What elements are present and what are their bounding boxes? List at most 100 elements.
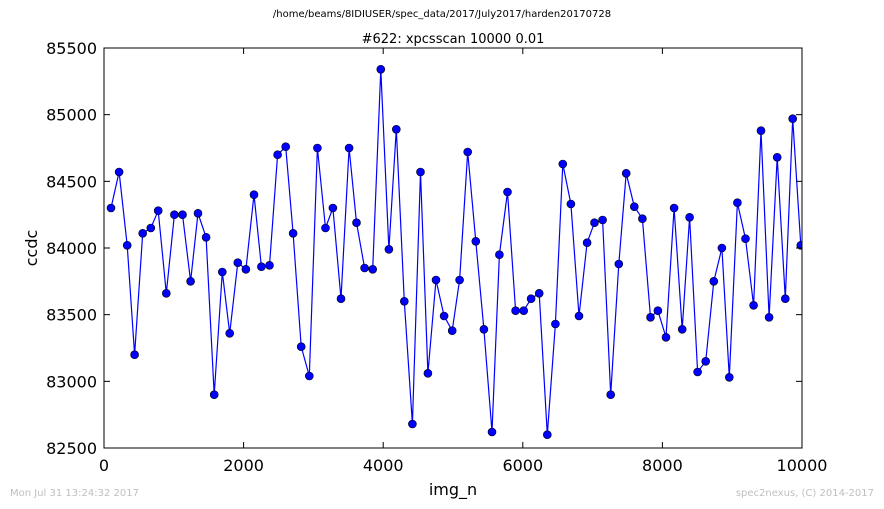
data-point xyxy=(384,245,394,254)
y-tick-label: 83000 xyxy=(46,372,97,391)
data-point xyxy=(321,223,330,233)
data-point xyxy=(646,312,655,322)
y-tick-label: 83500 xyxy=(46,306,97,325)
data-point xyxy=(566,199,576,209)
x-axis-label: img_n xyxy=(429,480,477,500)
data-point xyxy=(677,324,687,334)
data-point xyxy=(408,419,417,429)
x-tick-label: 2000 xyxy=(223,456,264,475)
data-point xyxy=(257,262,266,272)
data-point xyxy=(336,294,346,304)
data-point xyxy=(590,218,599,227)
data-point xyxy=(756,126,766,135)
axes-frame xyxy=(103,47,803,449)
data-point xyxy=(416,167,425,177)
data-point xyxy=(233,258,243,268)
data-point xyxy=(296,342,306,352)
data-point xyxy=(391,125,401,134)
file-path-title: /home/beams/8IDIUSER/spec_data/2017/July… xyxy=(272,9,612,20)
x-tick-label: 6000 xyxy=(502,456,543,475)
data-point xyxy=(685,213,694,222)
y-axis-label: ccdc xyxy=(22,230,41,267)
footer-credit: spec2nexus, (C) 2014-2017 xyxy=(735,488,874,499)
data-point xyxy=(399,296,409,306)
data-point xyxy=(724,372,734,382)
data-point xyxy=(741,234,750,243)
data-point xyxy=(653,306,663,316)
data-point xyxy=(717,243,727,253)
x-tick-label: 4000 xyxy=(363,456,404,475)
data-point xyxy=(661,332,671,342)
data-point xyxy=(273,150,282,159)
data-point xyxy=(344,143,354,153)
data-point xyxy=(368,264,378,274)
data-point xyxy=(376,65,386,74)
data-point xyxy=(328,203,338,213)
data-point xyxy=(193,209,203,218)
data-point xyxy=(733,198,742,207)
data-point xyxy=(114,167,124,177)
data-point xyxy=(431,275,441,285)
data-point xyxy=(423,368,433,378)
data-point xyxy=(288,229,298,238)
data-point xyxy=(130,350,139,360)
data-point xyxy=(638,214,647,223)
data-point xyxy=(209,390,219,400)
data-point xyxy=(352,218,361,227)
data-point xyxy=(463,147,473,157)
data-point xyxy=(558,159,568,169)
y-tick-label: 84500 xyxy=(46,172,97,191)
footer-timestamp: Mon Jul 31 13:24:32 2017 xyxy=(10,488,139,499)
data-point xyxy=(669,203,679,213)
data-point xyxy=(511,306,520,316)
data-point xyxy=(701,356,711,366)
data-point xyxy=(519,306,529,316)
data-point xyxy=(526,294,536,304)
data-point xyxy=(693,367,702,377)
data-point xyxy=(170,210,179,219)
data-point xyxy=(241,264,251,274)
x-tick-label: 10000 xyxy=(777,456,828,475)
data-point xyxy=(162,288,171,298)
data-point xyxy=(542,430,552,440)
data-point xyxy=(487,427,497,437)
data-point xyxy=(772,153,782,162)
data-point xyxy=(360,263,369,273)
data-point xyxy=(122,241,132,250)
data-point xyxy=(780,294,790,304)
data-point xyxy=(788,114,798,123)
x-tick-label: 0 xyxy=(99,456,109,475)
x-tick-label: 8000 xyxy=(642,456,683,475)
chart-title: #622: xpcsscan 10000 0.01 xyxy=(362,32,545,47)
data-point xyxy=(249,190,259,199)
data-point xyxy=(551,319,560,329)
data-point xyxy=(503,187,512,197)
y-tick-label: 85000 xyxy=(46,106,97,125)
data-point xyxy=(749,300,758,310)
data-point xyxy=(709,276,719,286)
data-point xyxy=(281,142,291,151)
data-point xyxy=(106,203,116,213)
data-point xyxy=(534,288,544,298)
data-point xyxy=(629,202,639,211)
data-point xyxy=(598,215,607,225)
data-point xyxy=(218,267,227,277)
series-line xyxy=(110,69,802,435)
y-tick-label: 84000 xyxy=(46,239,97,258)
data-point xyxy=(201,233,211,242)
data-point xyxy=(455,275,464,285)
data-point xyxy=(796,241,802,250)
data-point xyxy=(439,311,449,321)
data-point xyxy=(178,210,187,219)
data-point xyxy=(138,229,147,238)
data-point xyxy=(265,260,274,270)
data-point xyxy=(313,143,322,153)
data-point xyxy=(304,371,314,381)
data-point xyxy=(582,238,592,247)
data-point xyxy=(574,311,584,321)
y-tick-label: 85500 xyxy=(46,39,97,58)
data-point xyxy=(479,324,489,334)
data-point xyxy=(186,276,195,286)
